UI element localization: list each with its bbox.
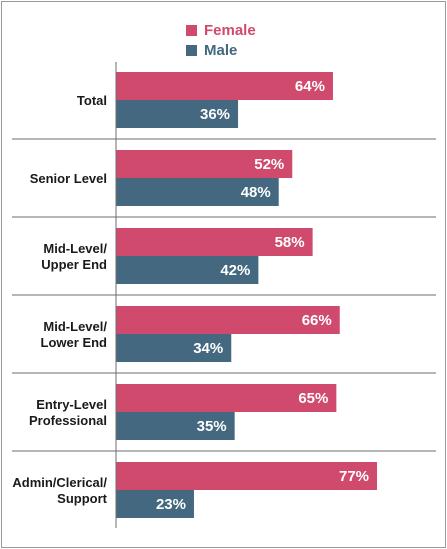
bar-female-mid-level-lower-end	[116, 306, 340, 334]
bar-male-mid-level-lower-end	[116, 334, 232, 362]
bar-male-mid-level-upper-end	[116, 256, 259, 284]
value-label-female-senior-level: 52%	[254, 156, 284, 173]
value-label-male-entry-level-professional: 35%	[197, 418, 227, 435]
value-label-female-entry-level-professional: 65%	[298, 390, 328, 407]
category-label-entry-level-professional: Entry-Level Professional	[29, 397, 107, 428]
value-label-male-mid-level-upper-end: 42%	[220, 262, 250, 279]
value-label-female-mid-level-lower-end: 66%	[302, 312, 332, 329]
bar-male-senior-level	[116, 178, 279, 206]
bar-male-total	[116, 100, 239, 128]
category-label-total: Total	[77, 93, 107, 108]
category-label-admin-clerical-support: Admin/Clerical/Support	[12, 475, 107, 506]
bar-male-entry-level-professional	[116, 412, 235, 440]
value-label-male-admin-clerical-support: 23%	[156, 496, 186, 513]
category-label-mid-level-upper-end: Mid-Level/Upper End	[41, 241, 107, 272]
value-label-female-admin-clerical-support: 77%	[339, 468, 369, 485]
bar-male-admin-clerical-support	[116, 490, 194, 518]
bar-female-senior-level	[116, 150, 293, 178]
category-label-senior-level: Senior Level	[30, 171, 107, 186]
value-label-male-mid-level-lower-end: 34%	[193, 340, 223, 357]
legend-label-female: Female	[204, 22, 256, 39]
value-label-male-total: 36%	[200, 106, 230, 123]
value-label-male-senior-level: 48%	[241, 184, 271, 201]
bar-female-mid-level-upper-end	[116, 228, 313, 256]
bar-female-total	[116, 72, 333, 100]
bar-female-admin-clerical-support	[116, 462, 378, 490]
bar-female-entry-level-professional	[116, 384, 337, 412]
legend-swatch-female	[186, 25, 197, 36]
category-label-mid-level-lower-end: Mid-Level/Lower End	[41, 319, 108, 350]
value-label-female-total: 64%	[295, 78, 325, 95]
value-label-female-mid-level-upper-end: 58%	[275, 234, 305, 251]
legend-swatch-male	[186, 45, 197, 56]
legend-label-male: Male	[204, 42, 238, 59]
